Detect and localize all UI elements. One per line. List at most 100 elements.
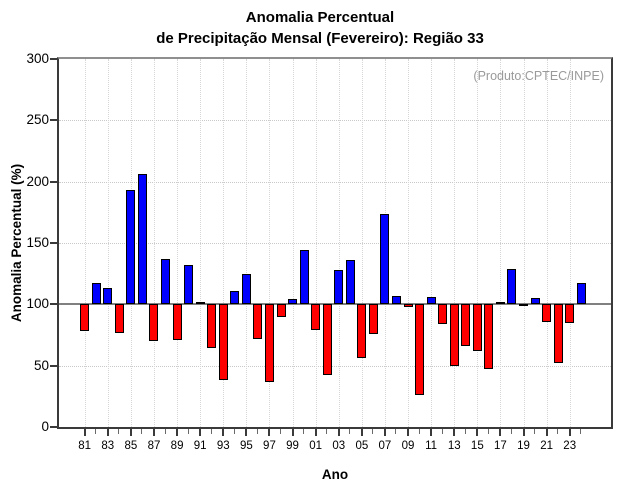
gridline-v-2005 (361, 59, 363, 427)
x-tick-2002 (326, 429, 328, 434)
bar-2004 (345, 260, 355, 305)
baseline-100-line (59, 303, 611, 306)
bar-2002 (322, 304, 332, 376)
bar-1989 (172, 304, 182, 340)
x-tick-2010 (418, 429, 420, 434)
bar-1985 (126, 190, 136, 305)
x-tick-1983 (106, 429, 109, 436)
x-tick-1993 (222, 429, 225, 436)
x-tick-label-1997: 97 (263, 440, 276, 452)
y-tick-100 (50, 303, 57, 306)
bar-1990 (184, 265, 194, 305)
x-tick-label-2009: 09 (401, 440, 415, 452)
x-tick-label-2003: 03 (332, 440, 346, 452)
bar-2001 (311, 304, 321, 331)
bar-2016 (484, 304, 494, 370)
bar-1986 (137, 174, 147, 305)
bar-1983 (103, 288, 113, 305)
y-tick-300 (50, 58, 57, 60)
x-tick-1994 (233, 429, 235, 434)
x-tick-1984 (118, 429, 120, 434)
x-tick-label-1995: 95 (239, 440, 253, 452)
gridline-v-2009 (408, 59, 410, 427)
gridline-v-2021 (546, 59, 548, 427)
chart-title-line2: de Precipitação Mensal (Fevereiro): Regi… (156, 30, 484, 47)
y-tick-250 (50, 119, 57, 122)
bar-2006 (368, 304, 378, 334)
bar-2012 (438, 304, 448, 324)
bar-2019 (519, 304, 529, 307)
gridline-v-2013 (454, 59, 456, 427)
gridline-v-2017 (500, 59, 502, 427)
y-tick-200 (50, 180, 57, 183)
gridline-h-200 (59, 181, 611, 183)
x-tick-label-1999: 99 (286, 440, 299, 452)
bar-1987 (149, 304, 159, 342)
gridline-h-50 (59, 365, 611, 367)
x-tick-2013 (453, 429, 456, 436)
gridline-v-1987 (153, 59, 155, 427)
y-tick-150 (50, 242, 57, 244)
x-tick-label-2015: 15 (470, 440, 484, 452)
x-tick-label-1993: 93 (216, 440, 230, 452)
x-tick-label-2001: 01 (309, 440, 323, 452)
x-tick-2018 (510, 429, 512, 434)
bar-2007 (380, 213, 390, 305)
x-tick-2015 (476, 429, 479, 436)
x-tick-1999 (291, 429, 294, 436)
x-tick-2008 (395, 429, 397, 434)
x-tick-1986 (141, 429, 143, 434)
plot-area (57, 57, 613, 429)
y-tick-label-300: 300 (26, 51, 49, 66)
x-tick-2004 (349, 429, 351, 434)
x-tick-2012 (441, 429, 443, 434)
x-tick-1985 (129, 429, 132, 436)
x-axis-title: Ano (321, 467, 349, 482)
x-tick-2003 (337, 429, 340, 436)
x-tick-2014 (464, 429, 466, 434)
x-tick-2020 (534, 429, 536, 434)
gridline-v-2003 (338, 59, 340, 427)
x-tick-2022 (557, 429, 559, 434)
bar-2013 (449, 304, 459, 366)
x-tick-label-2017: 17 (494, 440, 507, 452)
bar-1997 (264, 304, 274, 382)
gridline-h-250 (59, 120, 611, 122)
y-tick-label-100: 100 (26, 296, 49, 312)
x-tick-label-1991: 91 (193, 440, 207, 452)
chart-title-line1: Anomalia Percentual (245, 9, 395, 26)
x-tick-2016 (487, 429, 489, 434)
bar-2024 (576, 283, 586, 305)
gridline-v-1983 (107, 59, 109, 427)
gridline-v-2015 (477, 59, 479, 427)
x-tick-2001 (314, 429, 317, 436)
bar-2014 (461, 304, 471, 347)
bar-2010 (415, 304, 425, 396)
x-tick-1982 (95, 429, 97, 434)
bar-2000 (299, 250, 309, 305)
x-tick-label-1989: 89 (170, 440, 184, 452)
x-tick-label-1987: 87 (147, 440, 161, 452)
bar-1982 (91, 283, 101, 305)
x-tick-label-2013: 13 (447, 440, 461, 452)
x-tick-2024 (580, 429, 582, 434)
y-tick-label-0: 0 (41, 419, 49, 434)
x-tick-1988 (164, 429, 166, 434)
x-tick-2006 (372, 429, 374, 434)
bar-1995 (241, 273, 251, 305)
x-tick-1997 (268, 429, 271, 436)
bar-2017 (495, 301, 505, 305)
gridline-v-1993 (223, 59, 225, 427)
y-tick-label-250: 250 (26, 112, 49, 128)
y-tick-0 (50, 426, 57, 428)
bar-2003 (334, 269, 344, 305)
x-tick-1981 (83, 429, 86, 436)
bar-2022 (553, 304, 563, 364)
bar-1998 (276, 304, 286, 317)
x-tick-label-2005: 05 (355, 440, 369, 452)
x-tick-2019 (522, 429, 525, 436)
gridline-v-2001 (315, 59, 317, 427)
x-tick-1998 (280, 429, 282, 434)
gridline-v-1991 (200, 59, 202, 427)
